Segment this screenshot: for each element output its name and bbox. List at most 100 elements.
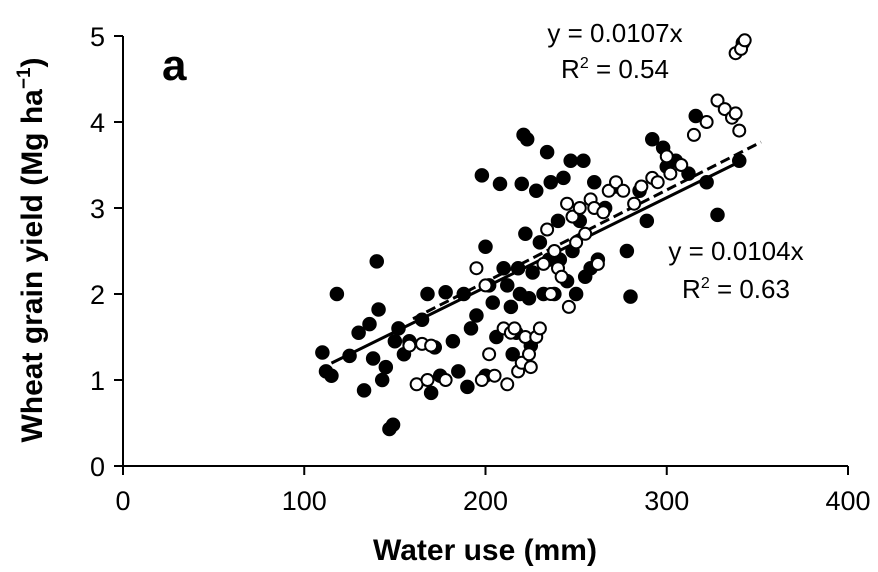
data-point-open bbox=[590, 256, 605, 271]
data-point-filled bbox=[514, 176, 529, 192]
data-point-filled bbox=[519, 131, 535, 147]
data-point-filled bbox=[688, 108, 703, 124]
data-point-filled bbox=[438, 285, 453, 300]
data-point-filled bbox=[503, 299, 519, 315]
fit-r2-filled-prefix: R bbox=[682, 274, 701, 304]
data-point-filled bbox=[378, 359, 394, 375]
x-tick-label: 100 bbox=[282, 486, 327, 516]
data-point-filled bbox=[556, 170, 571, 186]
data-point-filled bbox=[563, 153, 578, 168]
x-tick-label: 300 bbox=[644, 486, 689, 516]
data-point-open bbox=[686, 127, 701, 142]
ticks: 0 100 200 300 400 0 1 2 3 4 5 bbox=[90, 22, 871, 516]
data-point-open bbox=[523, 360, 538, 375]
data-point-filled bbox=[420, 286, 435, 302]
data-point-open bbox=[543, 287, 558, 301]
data-point-filled bbox=[623, 289, 638, 304]
data-point-filled bbox=[374, 372, 390, 388]
data-point-open bbox=[482, 347, 497, 362]
data-point-open bbox=[650, 175, 665, 190]
data-point-filled bbox=[576, 153, 591, 168]
y-tick-label: 4 bbox=[90, 108, 105, 138]
data-point-filled bbox=[543, 174, 558, 190]
x-tick-label: 0 bbox=[115, 486, 130, 516]
data-point-filled bbox=[474, 168, 490, 183]
data-point-open bbox=[616, 183, 631, 198]
fit-r2-filled-value: = 0.63 bbox=[710, 274, 790, 304]
data-point-open bbox=[500, 377, 515, 392]
data-point-filled bbox=[645, 131, 660, 147]
y-axis-title-main: Wheat grain yield (Mg ha bbox=[16, 89, 49, 443]
y-tick-label: 1 bbox=[90, 366, 105, 396]
data-point-filled bbox=[456, 286, 471, 302]
data-point-open bbox=[710, 93, 725, 108]
fit-equation-open-text: y = 0.0107x bbox=[547, 18, 682, 48]
data-point-filled bbox=[351, 325, 366, 340]
data-point-filled bbox=[710, 207, 725, 223]
data-point-filled bbox=[485, 295, 500, 310]
data-point-open bbox=[438, 373, 453, 387]
data-point-open bbox=[565, 209, 580, 224]
data-point-open bbox=[424, 338, 439, 353]
panel-label: a bbox=[162, 41, 187, 90]
data-point-open bbox=[569, 235, 584, 250]
data-point-open bbox=[474, 373, 489, 387]
data-point-open bbox=[732, 123, 747, 138]
data-point-open bbox=[663, 166, 678, 181]
fit-equation-filled: y = 0.0104x R2 = 0.63 bbox=[668, 236, 803, 304]
data-point-open bbox=[554, 269, 569, 284]
y-tick-label: 0 bbox=[90, 452, 105, 482]
y-tick-label: 2 bbox=[90, 280, 105, 310]
x-axis-title: Water use (mm) bbox=[373, 534, 597, 567]
data-point-filled bbox=[521, 291, 537, 306]
data-point-filled bbox=[492, 176, 508, 192]
data-points bbox=[315, 33, 752, 437]
data-point-open bbox=[737, 33, 752, 48]
data-point-filled bbox=[445, 334, 461, 349]
data-point-filled bbox=[342, 348, 357, 364]
data-point-open bbox=[561, 299, 576, 314]
data-point-open bbox=[572, 201, 587, 215]
data-point-open bbox=[536, 256, 551, 271]
data-point-filled bbox=[324, 368, 339, 383]
data-point-open bbox=[659, 149, 674, 164]
data-point-open bbox=[547, 244, 562, 258]
data-point-filled bbox=[387, 334, 403, 349]
data-point-filled bbox=[356, 383, 372, 398]
y-axis-title: Wheat grain yield (Mg ha−1) bbox=[14, 57, 49, 442]
data-point-open bbox=[627, 196, 642, 211]
data-point-open bbox=[420, 373, 435, 387]
data-point-filled bbox=[529, 183, 544, 199]
data-point-open bbox=[522, 347, 536, 362]
fit-r2-open-sup: 2 bbox=[580, 55, 589, 72]
data-point-open bbox=[487, 368, 502, 383]
data-point-filled bbox=[365, 351, 381, 366]
data-point-open bbox=[469, 261, 484, 276]
data-point-filled bbox=[550, 213, 566, 229]
fit-r2-open-value: = 0.54 bbox=[589, 54, 669, 84]
data-point-filled bbox=[500, 278, 515, 293]
data-point-open bbox=[596, 205, 611, 220]
fit-r2-open-prefix: R bbox=[561, 54, 580, 84]
data-point-open bbox=[478, 278, 493, 293]
fit-equation-open: y = 0.0107x R2 = 0.54 bbox=[547, 18, 682, 84]
data-point-open bbox=[699, 115, 714, 129]
data-point-open bbox=[578, 226, 593, 241]
data-point-open bbox=[674, 158, 689, 172]
data-point-filled bbox=[315, 345, 330, 360]
data-point-filled bbox=[732, 153, 747, 168]
data-point-open bbox=[540, 222, 555, 237]
y-axis-title-close: ) bbox=[16, 57, 49, 67]
data-point-filled bbox=[505, 346, 520, 362]
data-point-open bbox=[402, 338, 417, 353]
data-point-filled bbox=[423, 385, 439, 401]
data-point-filled bbox=[329, 286, 345, 302]
data-point-filled bbox=[369, 254, 384, 269]
data-point-filled bbox=[385, 417, 401, 432]
fit-r2-open: R2 = 0.54 bbox=[561, 54, 669, 84]
data-point-filled bbox=[371, 302, 386, 317]
data-point-open bbox=[609, 175, 623, 190]
data-point-open bbox=[634, 179, 649, 194]
y-axis-title-sup: −1 bbox=[14, 67, 35, 89]
